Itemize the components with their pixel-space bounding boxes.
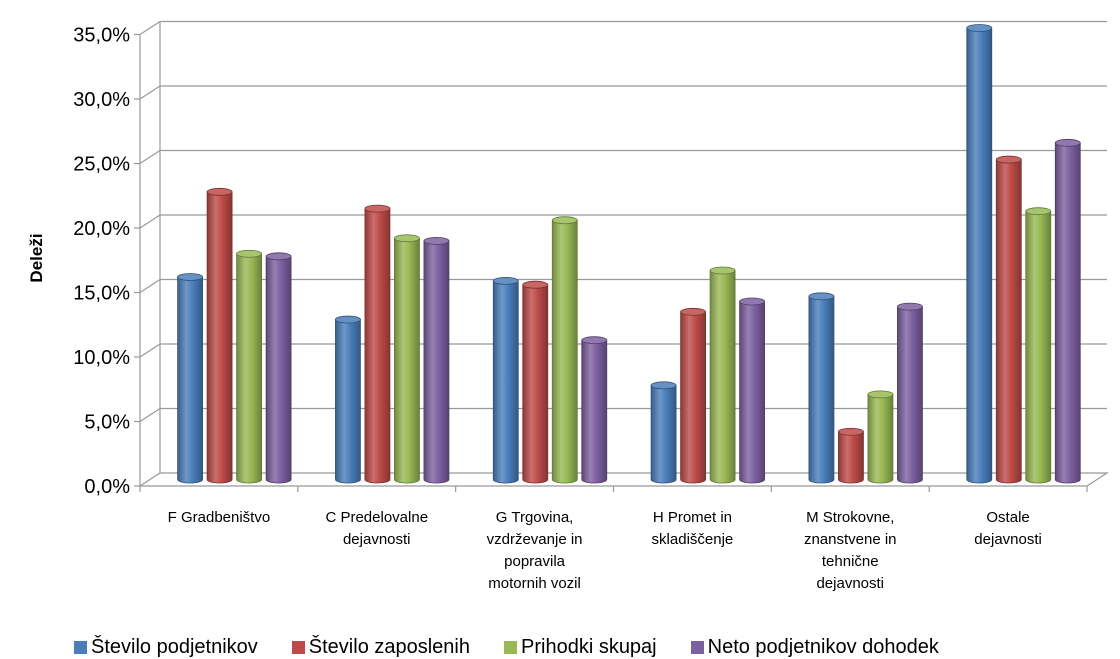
bar bbox=[206, 191, 233, 484]
bar-top bbox=[522, 280, 549, 289]
series-1 bbox=[206, 155, 1022, 484]
legend-swatch bbox=[504, 641, 517, 654]
bars bbox=[177, 24, 1081, 484]
bar bbox=[522, 284, 549, 484]
bar bbox=[808, 295, 835, 484]
y-axis-label: Deleži bbox=[27, 233, 46, 282]
series-0 bbox=[177, 24, 993, 484]
y-tick-label: 15,0% bbox=[73, 283, 130, 305]
category-label: Ostale dejavnosti bbox=[974, 509, 1042, 548]
bar bbox=[364, 208, 391, 484]
legend: Število podjetnikov Število zaposlenih Pri… bbox=[74, 636, 939, 659]
bar bbox=[650, 384, 677, 484]
gridline-side bbox=[139, 343, 161, 358]
bar bbox=[394, 237, 420, 484]
legend-label: Prihodki skupaj bbox=[521, 636, 657, 658]
series-2 bbox=[236, 207, 1052, 484]
legend-swatch bbox=[74, 641, 87, 654]
bar bbox=[335, 319, 361, 484]
bar-top bbox=[206, 187, 233, 196]
y-axis-ticks: 0,0% 5,0% 10,0% 15,0% 20,0% 25,0% 30,0% 35,0% bbox=[73, 25, 130, 499]
bar bbox=[423, 240, 450, 484]
bar bbox=[966, 27, 993, 484]
bar-top bbox=[394, 234, 420, 243]
bar-top bbox=[897, 302, 923, 311]
y-tick-label: 5,0% bbox=[84, 412, 130, 434]
legend-label: Število zaposlenih bbox=[308, 636, 470, 658]
y-tick-label: 10,0% bbox=[73, 347, 130, 369]
bar bbox=[897, 306, 923, 484]
y-tick-label: 35,0% bbox=[73, 25, 130, 47]
category-label: C Predelovalne dejavnosti bbox=[325, 509, 428, 548]
bar-top bbox=[650, 381, 677, 390]
bar-top bbox=[680, 307, 706, 316]
bar-top bbox=[492, 276, 519, 285]
legend-label: Neto podjetnikov dohodek bbox=[707, 636, 939, 658]
bar bbox=[995, 159, 1022, 484]
category-label: G Trgovina, vzdrževanje in popravila motorn… bbox=[487, 509, 583, 592]
legend-item: Število podjetnikov bbox=[74, 636, 258, 659]
bar bbox=[739, 301, 765, 484]
y-tick-label: 0,0% bbox=[84, 476, 130, 498]
legend-swatch bbox=[291, 641, 305, 654]
legend-label: Število podjetnikov bbox=[91, 636, 258, 658]
bar bbox=[1054, 142, 1081, 484]
gridline-side bbox=[139, 214, 161, 229]
y-tick-label: 30,0% bbox=[73, 89, 130, 111]
bar bbox=[1025, 210, 1052, 484]
bar-top bbox=[709, 266, 736, 275]
bar-top bbox=[966, 24, 993, 32]
bar bbox=[581, 339, 608, 484]
bar-top bbox=[335, 315, 361, 324]
bar bbox=[838, 431, 864, 484]
bar bbox=[551, 219, 578, 484]
bar-top bbox=[551, 216, 578, 225]
gridline-side bbox=[139, 278, 161, 294]
bar bbox=[177, 276, 203, 484]
bar bbox=[265, 255, 292, 484]
bar-top bbox=[177, 273, 204, 281]
category-label: M Strokovne, znanstvene in tehnične dejavno… bbox=[804, 509, 897, 592]
bar-top bbox=[581, 336, 608, 345]
legend-swatch bbox=[690, 641, 704, 654]
gridline-side bbox=[139, 85, 161, 100]
bar-top bbox=[808, 292, 835, 301]
series-3 bbox=[265, 138, 1081, 484]
category-label: H Promet in skladiščenje bbox=[652, 509, 734, 548]
bar bbox=[709, 270, 736, 484]
bar-top bbox=[423, 236, 450, 245]
legend-item: Število zaposlenih bbox=[291, 636, 470, 659]
category-label: F Gradbeništvo bbox=[168, 509, 271, 526]
gridline-side bbox=[139, 20, 161, 36]
gridline-side bbox=[139, 407, 161, 423]
bar-top bbox=[867, 390, 894, 399]
bar-top bbox=[1025, 207, 1052, 216]
y-tick-label: 25,0% bbox=[73, 154, 130, 176]
y-tick-label: 20,0% bbox=[73, 218, 130, 240]
bar-top bbox=[1054, 138, 1081, 147]
gridlines bbox=[134, 20, 1107, 487]
bar bbox=[680, 311, 706, 484]
bar bbox=[867, 393, 894, 484]
bar bbox=[492, 280, 519, 484]
gridline-side bbox=[139, 149, 161, 165]
bar-top bbox=[995, 155, 1022, 164]
legend-item: Prihodki skupaj bbox=[504, 636, 657, 659]
bar-top bbox=[364, 204, 391, 213]
bar-top bbox=[236, 249, 263, 258]
legend-item: Neto podjetnikov dohodek bbox=[690, 636, 939, 659]
bar-top bbox=[838, 427, 864, 436]
bar bbox=[236, 253, 262, 484]
bar-top bbox=[265, 252, 292, 261]
x-axis-categories: F Gradbeništvo C Predelovalne dejavnosti G … bbox=[139, 486, 1088, 592]
bar-top bbox=[739, 297, 765, 306]
